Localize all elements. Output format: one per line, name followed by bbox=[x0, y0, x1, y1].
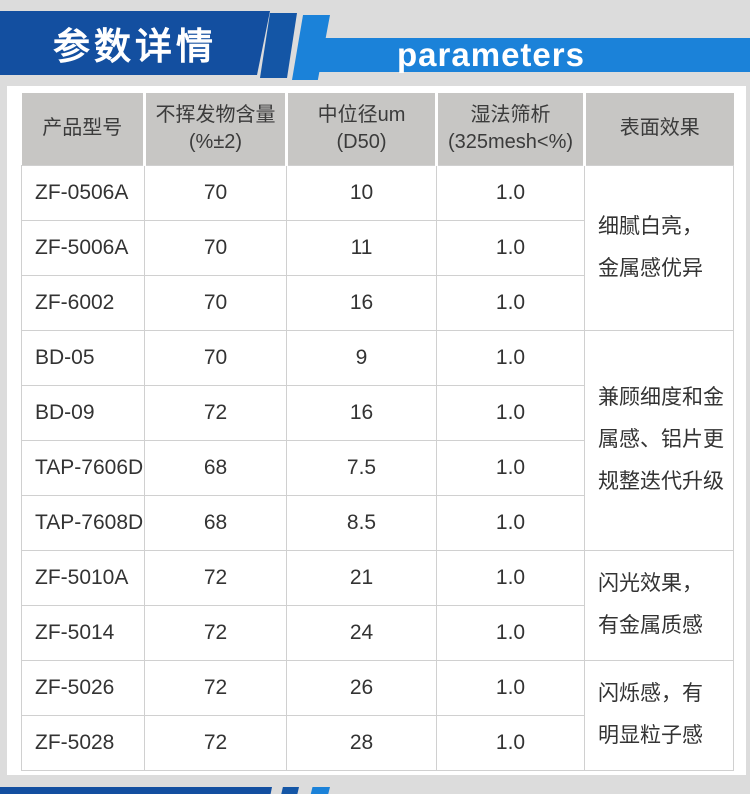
cell-nonvolatile: 70 bbox=[144, 329, 287, 386]
cell-d50: 9 bbox=[286, 329, 437, 386]
cell-nonvolatile: 70 bbox=[144, 274, 287, 331]
header-row: 产品型号 不挥发物含量 (%±2) 中位径um (D50) 湿法筛析 (325m… bbox=[21, 93, 734, 165]
cell-effect-group-1: 细腻白亮， 金属感优异 bbox=[584, 164, 734, 331]
cell-sieve: 1.0 bbox=[436, 604, 585, 661]
cell-model: BD-05 bbox=[21, 329, 145, 386]
cell-nonvolatile: 72 bbox=[144, 714, 287, 771]
table-row: BD-09 72 16 1.0 bbox=[21, 384, 734, 441]
cell-d50: 10 bbox=[286, 164, 437, 221]
parameters-table: 产品型号 不挥发物含量 (%±2) 中位径um (D50) 湿法筛析 (325m… bbox=[21, 93, 734, 771]
cell-sieve: 1.0 bbox=[436, 384, 585, 441]
cell-model: ZF-5028 bbox=[21, 714, 145, 771]
cell-sieve: 1.0 bbox=[436, 494, 585, 551]
table-row: ZF-5010A 72 21 1.0 闪光效果， 有金属质感 bbox=[21, 549, 734, 661]
cell-model: TAP-7606D bbox=[21, 439, 145, 496]
table-row: TAP-7606D 68 7.5 1.0 bbox=[21, 439, 734, 496]
cell-sieve: 1.0 bbox=[436, 714, 585, 771]
cell-d50: 26 bbox=[286, 659, 437, 716]
col-header-sieve: 湿法筛析 (325mesh<%) bbox=[435, 93, 585, 165]
col-header-d50: 中位径um (D50) bbox=[285, 93, 437, 165]
table-row: ZF-5014 72 24 1.0 bbox=[21, 604, 734, 661]
cell-nonvolatile: 72 bbox=[144, 549, 287, 606]
cell-d50: 28 bbox=[286, 714, 437, 771]
table-body: ZF-0506A 70 10 1.0 细腻白亮， 金属感优异 ZF-5006A … bbox=[21, 164, 734, 771]
cell-sieve: 1.0 bbox=[436, 164, 585, 221]
cell-model: ZF-0506A bbox=[21, 164, 145, 221]
cell-nonvolatile: 70 bbox=[144, 219, 287, 276]
cell-d50: 8.5 bbox=[286, 494, 437, 551]
cell-model: ZF-5026 bbox=[21, 659, 145, 716]
cell-sieve: 1.0 bbox=[436, 329, 585, 386]
col-header-nonvolatile: 不挥发物含量 (%±2) bbox=[143, 93, 287, 165]
table-row: ZF-0506A 70 10 1.0 细腻白亮， 金属感优异 bbox=[21, 164, 734, 331]
cell-nonvolatile: 68 bbox=[144, 439, 287, 496]
cell-model: ZF-5010A bbox=[21, 549, 145, 606]
cell-model: BD-09 bbox=[21, 384, 145, 441]
cell-d50: 7.5 bbox=[286, 439, 437, 496]
cell-sieve: 1.0 bbox=[436, 439, 585, 496]
table-header: 产品型号 不挥发物含量 (%±2) 中位径um (D50) 湿法筛析 (325m… bbox=[21, 93, 734, 165]
table-row: ZF-6002 70 16 1.0 bbox=[21, 274, 734, 331]
cell-model: TAP-7608D bbox=[21, 494, 145, 551]
bottom-banner-slash-dark bbox=[276, 787, 299, 794]
cell-d50: 24 bbox=[286, 604, 437, 661]
cell-effect-group-4: 闪烁感，有 明显粒子感 bbox=[584, 659, 734, 771]
col-header-effect: 表面效果 bbox=[583, 93, 734, 165]
content-panel: 产品型号 不挥发物含量 (%±2) 中位径um (D50) 湿法筛析 (325m… bbox=[7, 86, 746, 775]
top-banner: parameters 参数详情 bbox=[0, 0, 750, 86]
banner-navy-block: 参数详情 bbox=[0, 11, 270, 75]
cell-effect-group-3: 闪光效果， 有金属质感 bbox=[584, 549, 734, 661]
cell-d50: 11 bbox=[286, 219, 437, 276]
table-row: TAP-7608D 68 8.5 1.0 bbox=[21, 494, 734, 551]
cell-sieve: 1.0 bbox=[436, 274, 585, 331]
cell-d50: 21 bbox=[286, 549, 437, 606]
cell-effect-group-2: 兼顾细度和金 属感、铝片更 规整迭代升级 bbox=[584, 329, 734, 551]
bottom-banner bbox=[0, 787, 750, 794]
table-row: ZF-5006A 70 11 1.0 bbox=[21, 219, 734, 276]
cell-sieve: 1.0 bbox=[436, 549, 585, 606]
table-row: ZF-5026 72 26 1.0 闪烁感，有 明显粒子感 bbox=[21, 659, 734, 771]
cell-nonvolatile: 72 bbox=[144, 384, 287, 441]
cell-nonvolatile: 72 bbox=[144, 659, 287, 716]
bottom-banner-navy-bar bbox=[0, 787, 272, 794]
cell-model: ZF-5006A bbox=[21, 219, 145, 276]
cell-sieve: 1.0 bbox=[436, 659, 585, 716]
cell-model: ZF-5014 bbox=[21, 604, 145, 661]
table-row: BD-05 70 9 1.0 兼顾细度和金 属感、铝片更 规整迭代升级 bbox=[21, 329, 734, 551]
table-row: ZF-5028 72 28 1.0 bbox=[21, 714, 734, 771]
cell-nonvolatile: 68 bbox=[144, 494, 287, 551]
cell-sieve: 1.0 bbox=[436, 219, 585, 276]
cell-model: ZF-6002 bbox=[21, 274, 145, 331]
banner-blue-bar: parameters bbox=[318, 38, 750, 72]
bottom-banner-slash-light bbox=[305, 787, 330, 794]
cell-nonvolatile: 70 bbox=[144, 164, 287, 221]
cell-d50: 16 bbox=[286, 274, 437, 331]
cell-d50: 16 bbox=[286, 384, 437, 441]
col-header-model: 产品型号 bbox=[21, 93, 145, 165]
banner-title-cn: 参数详情 bbox=[53, 26, 217, 67]
banner-title-en: parameters bbox=[397, 36, 585, 73]
cell-nonvolatile: 72 bbox=[144, 604, 287, 661]
